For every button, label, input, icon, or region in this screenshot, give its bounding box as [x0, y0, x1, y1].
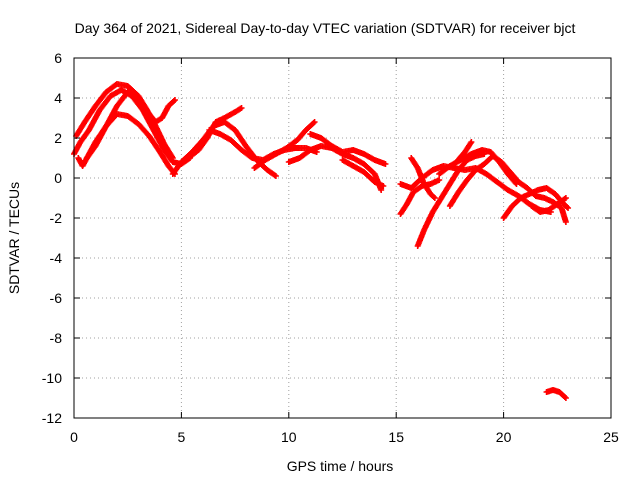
- data-point: [238, 105, 245, 111]
- series-track-15: [408, 155, 438, 201]
- data-point: [311, 119, 318, 125]
- y-tick-label: -8: [50, 330, 63, 346]
- chart-title: Day 364 of 2021, Sidereal Day-to-day VTE…: [75, 20, 576, 36]
- data-point: [562, 395, 569, 401]
- data-points: [71, 81, 572, 401]
- y-tick-label: -10: [42, 370, 62, 386]
- data-point: [562, 195, 569, 201]
- series-track-4: [83, 89, 178, 161]
- data-point: [561, 394, 568, 400]
- x-tick-label: 20: [496, 429, 512, 445]
- x-tick-label: 25: [603, 429, 619, 445]
- axis-ticks: 0 5 10 15 20 25 -12 -10 -8 -6 -4 -2 0 2 4 6: [42, 50, 619, 445]
- y-tick-label: 6: [54, 50, 62, 66]
- y-tick-label: -6: [50, 290, 63, 306]
- data-point: [171, 97, 178, 103]
- series-track-18: [453, 139, 475, 165]
- series-track-12: [397, 177, 443, 217]
- y-tick-label: 2: [54, 130, 62, 146]
- data-point: [513, 181, 520, 187]
- data-point: [272, 173, 279, 179]
- data-point: [310, 120, 317, 126]
- series-track-11: [339, 157, 387, 189]
- y-tick-label: -12: [42, 410, 62, 426]
- y-tick-label: -2: [50, 210, 63, 226]
- y-axis-label: SDTVAR / TECUs: [6, 182, 22, 294]
- data-point: [380, 183, 387, 189]
- data-point: [565, 205, 572, 211]
- y-tick-label: 0: [54, 170, 62, 186]
- data-point: [382, 161, 389, 167]
- data-point: [436, 177, 443, 183]
- x-tick-label: 15: [388, 429, 404, 445]
- data-point: [468, 139, 475, 145]
- x-tick-label: 10: [281, 429, 297, 445]
- series-track-17: [436, 147, 520, 187]
- y-tick-label: 4: [54, 90, 62, 106]
- series-track-13: [414, 151, 488, 249]
- series-track-10: [307, 131, 389, 167]
- data-point: [563, 204, 570, 210]
- series-track-5: [169, 119, 279, 179]
- x-axis-label: GPS time / hours: [287, 458, 394, 474]
- y-tick-label: -4: [50, 250, 63, 266]
- x-tick-label: 0: [70, 429, 78, 445]
- series-track-6: [182, 105, 245, 163]
- data-point: [431, 195, 438, 201]
- series-track-20: [528, 195, 569, 215]
- data-point: [430, 194, 437, 200]
- plot-frame: [73, 57, 612, 419]
- data-point: [170, 98, 177, 104]
- x-tick-label: 5: [178, 429, 186, 445]
- data-point: [562, 219, 569, 225]
- data-point: [169, 155, 176, 161]
- data-point: [512, 179, 519, 186]
- series-track-8: [251, 119, 318, 171]
- grid: [74, 58, 611, 418]
- series-track-21: [543, 387, 569, 401]
